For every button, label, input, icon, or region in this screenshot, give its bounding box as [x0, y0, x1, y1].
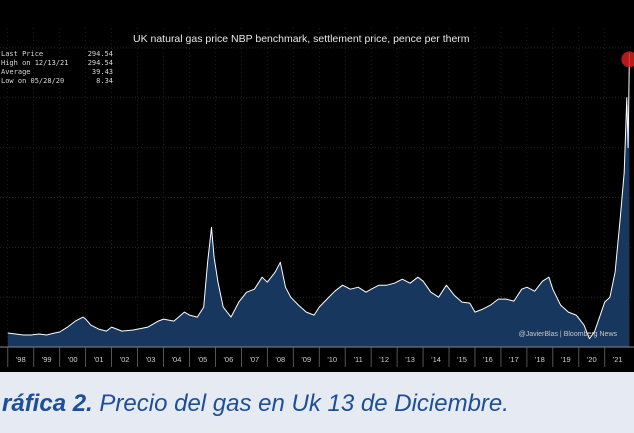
x-tick-label: '20	[587, 355, 597, 364]
x-tick-label: '98	[16, 355, 26, 364]
stat-label: Last Price	[1, 50, 43, 58]
x-tick-label: '04	[172, 355, 182, 364]
source-credit: @JavierBlas | Bloomberg News	[519, 331, 618, 338]
stat-value: 294.54	[88, 50, 113, 58]
x-tick-label: '08	[275, 355, 285, 364]
x-tick-label: '10	[327, 355, 337, 364]
x-tick-label: '99	[42, 355, 52, 364]
gas-price-chart: '98 '99 '00 '01 '02 '03 '04 '05 '06 '07 '08 '09 '10 '…	[0, 28, 634, 367]
x-tick-label: '21	[613, 355, 623, 364]
caption-lead: ráfica 2.	[2, 390, 93, 417]
chart-title: UK natural gas price NBP benchmark, sett…	[133, 33, 470, 45]
stat-label: Low on 05/28/20	[1, 77, 64, 85]
stat-value: 8.34	[96, 77, 113, 85]
x-tick-label: '05	[198, 355, 208, 364]
stat-value: 294.54	[88, 59, 113, 67]
x-tick-label: '13	[405, 355, 415, 364]
stat-label: Average	[1, 68, 31, 76]
x-tick-label: '17	[509, 355, 519, 364]
x-tick-label: '03	[146, 355, 156, 364]
chart-panel: '98 '99 '00 '01 '02 '03 '04 '05 '06 '07 '08 '09 '10 '…	[0, 0, 634, 372]
horizontal-gridlines	[0, 47, 632, 298]
x-tick-label: '11	[354, 355, 363, 364]
x-tick-label: '19	[561, 355, 571, 364]
x-tick-label: '12	[379, 355, 389, 364]
x-tick-label: '02	[120, 355, 130, 364]
x-tick-label: '18	[535, 355, 545, 364]
x-tick-label: '01	[94, 355, 104, 364]
x-tick-label: '07	[249, 355, 259, 364]
x-axis-ticks: '98 '99 '00 '01 '02 '03 '04 '05 '06 '07 '08 '09 '10 '…	[7, 347, 623, 367]
x-tick-label: '06	[224, 355, 234, 364]
stat-value: 39.43	[92, 68, 113, 76]
x-tick-label: '00	[68, 355, 78, 364]
price-line	[7, 53, 630, 340]
caption-text: Precio del gas en Uk 13 de Diciembre.	[92, 390, 509, 417]
stats-box: Last Price 294.54 High on 12/13/21 294.54 Av…	[1, 50, 113, 85]
x-tick-label: '09	[301, 355, 311, 364]
x-tick-label: '15	[457, 355, 467, 364]
x-tick-label: '14	[431, 355, 441, 364]
stat-label: High on 12/13/21	[1, 59, 68, 67]
figure-caption: ráfica 2. Precio del gas en Uk 13 de Dic…	[0, 390, 634, 430]
price-area-fill	[7, 53, 630, 348]
x-tick-label: '16	[483, 355, 493, 364]
last-price-marker	[621, 51, 634, 68]
